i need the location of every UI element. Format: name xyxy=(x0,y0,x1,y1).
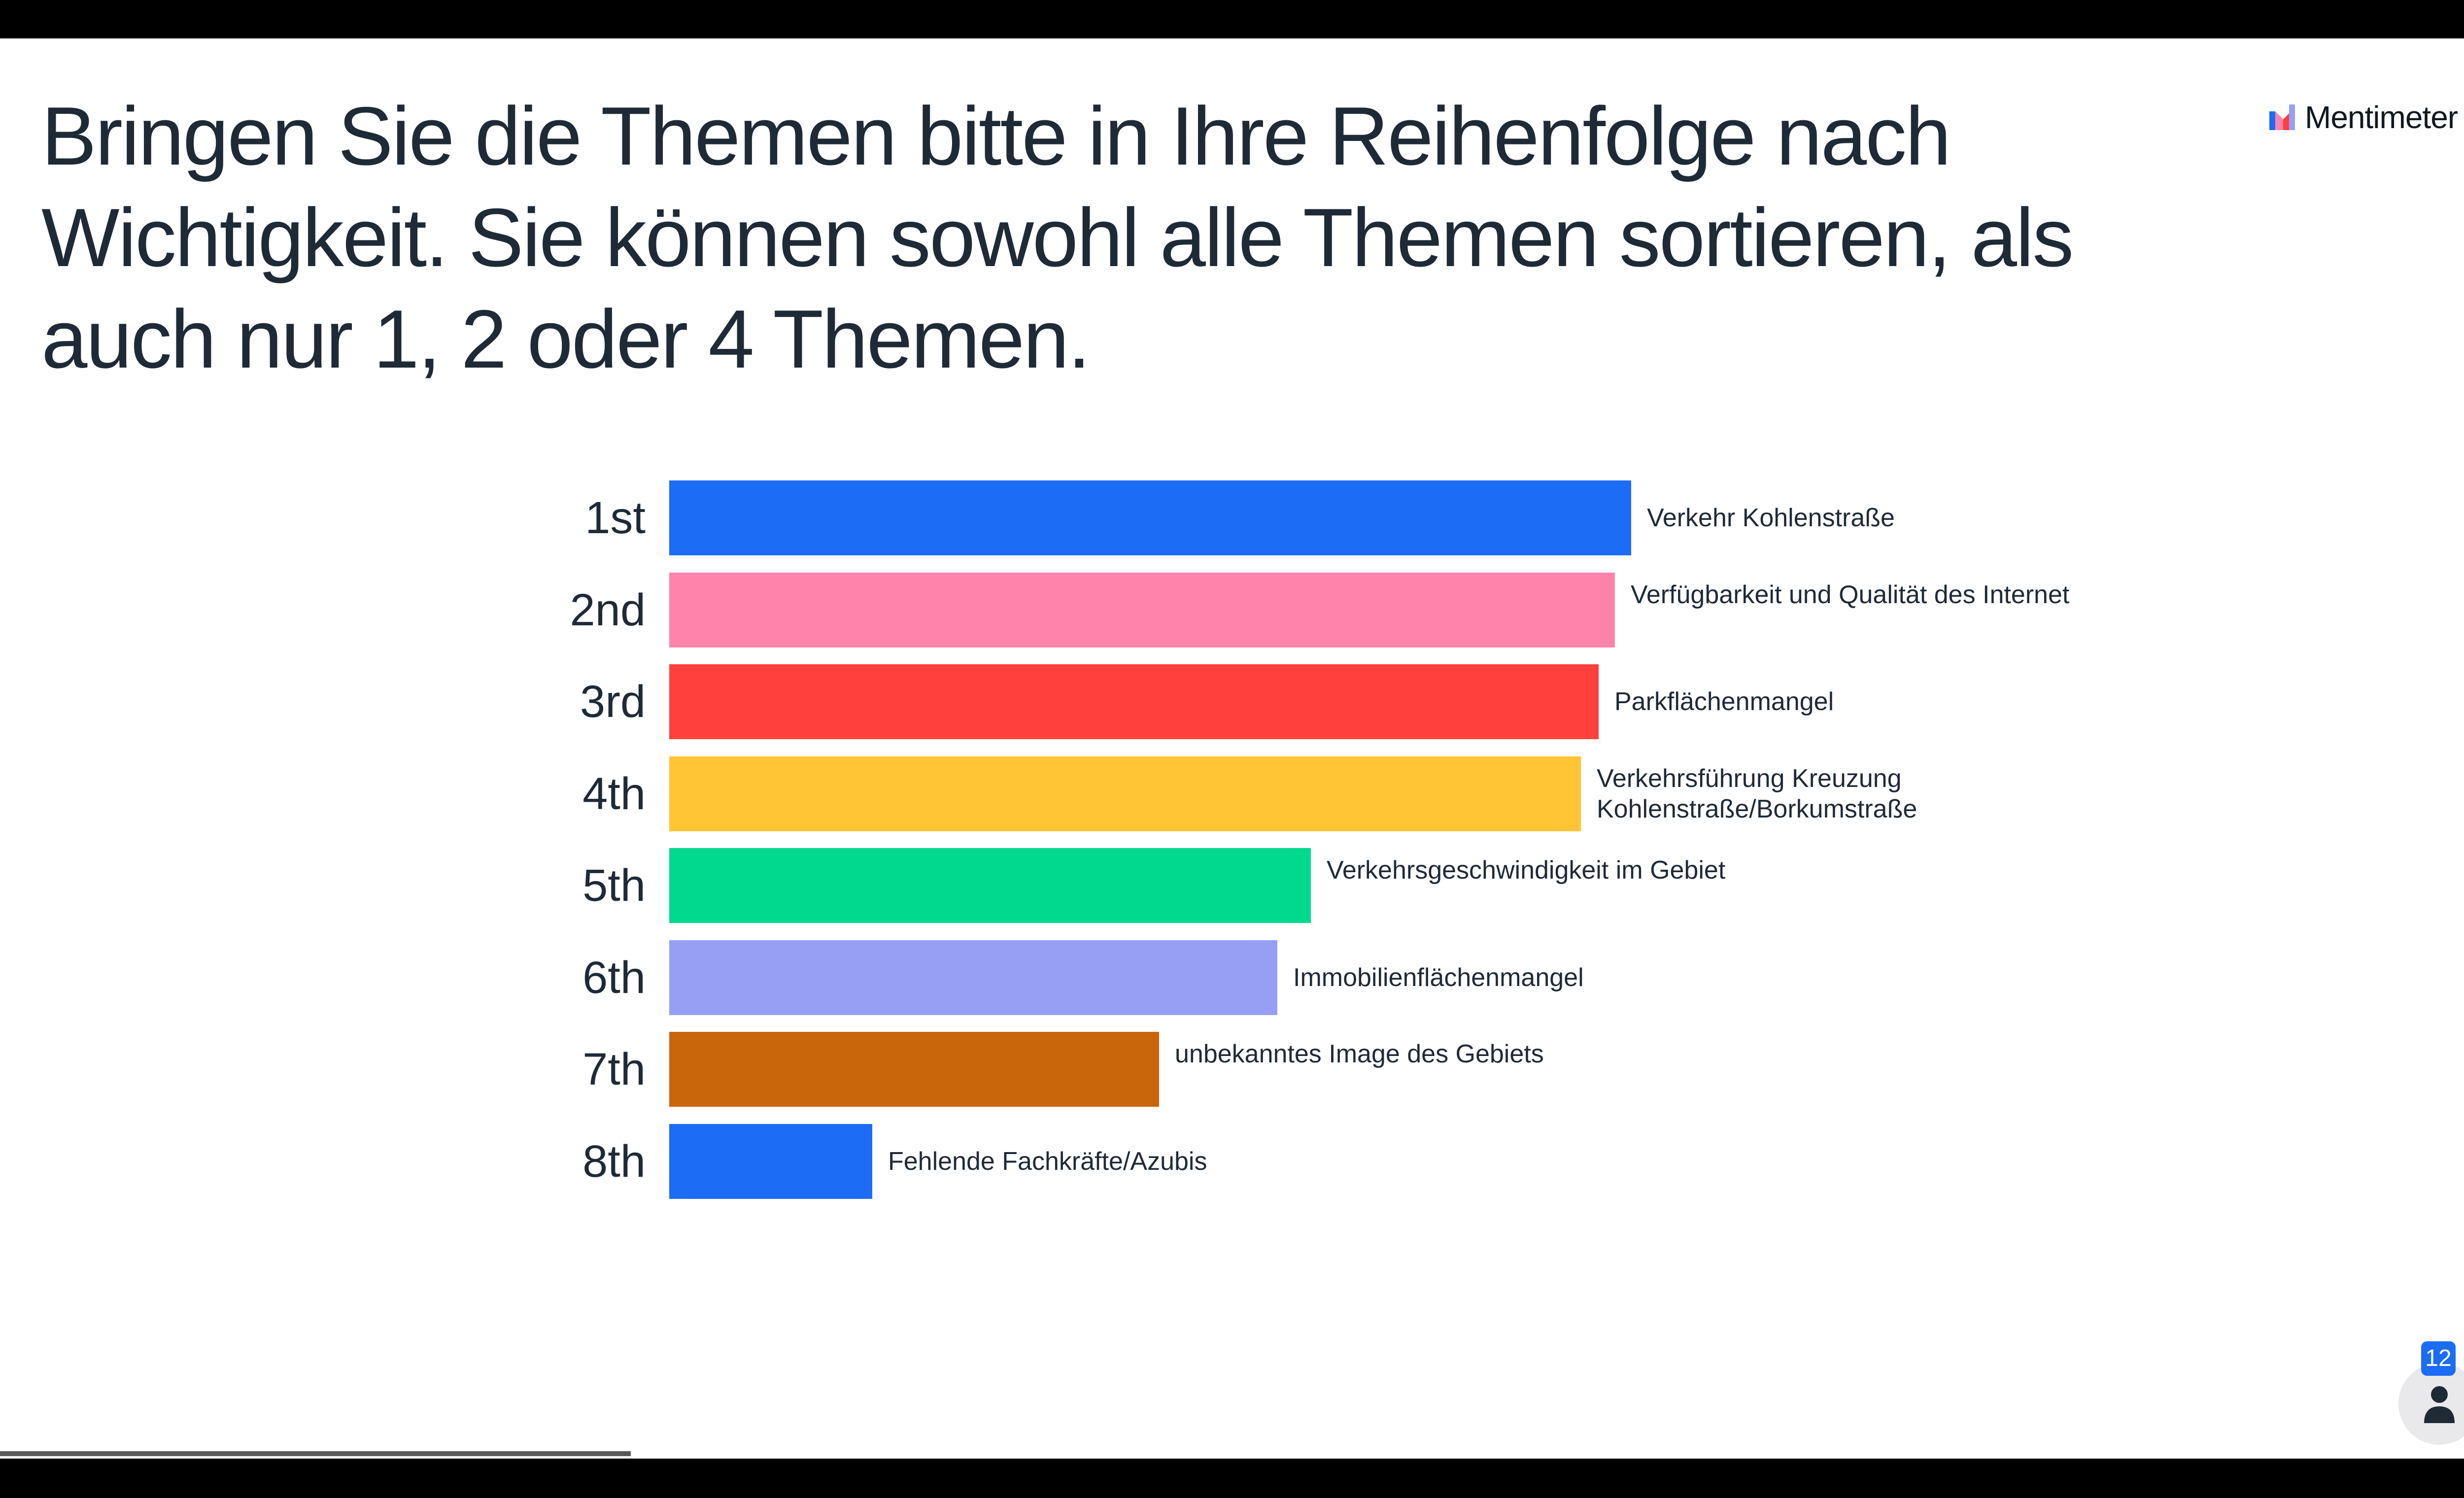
bar-label: Verfügbarkeit und Qualität des Internet xyxy=(1631,580,2070,609)
bar-label: Fehlende Fachkräfte/Azubis xyxy=(888,1147,1207,1176)
bar xyxy=(669,1032,1159,1107)
rank-label: 7th xyxy=(582,1044,646,1094)
bar-label: Verkehrsgeschwindigkeit im Gebiet xyxy=(1327,856,1726,885)
bar xyxy=(669,940,1277,1015)
bar-label: Verkehrsführung Kreuzung Kohlenstraße/Bo… xyxy=(1597,764,1917,823)
bar xyxy=(669,572,1615,647)
participant-count-badge: 12 xyxy=(2421,1341,2456,1376)
bar-label: Verkehr Kohlenstraße xyxy=(1647,504,1895,532)
presentation-progress-bar xyxy=(0,1451,631,1456)
bar xyxy=(669,480,1631,555)
person-icon xyxy=(2424,1386,2455,1423)
bar xyxy=(669,664,1599,739)
participants-button[interactable]: 12 xyxy=(2398,1341,2464,1445)
brand: Mentimeter xyxy=(2269,95,2458,139)
bar xyxy=(669,848,1311,923)
rank-label: 4th xyxy=(582,768,646,819)
bar-label: Immobilienflächenmangel xyxy=(1293,963,1584,992)
rank-label: 3rd xyxy=(580,677,646,727)
rank-label: 2nd xyxy=(570,584,646,635)
bar xyxy=(669,756,1581,831)
rank-label: 6th xyxy=(582,952,646,1003)
mentimeter-logo-icon xyxy=(2269,104,2295,130)
question-title: Bringen Sie die Themen bitte in Ihre Rei… xyxy=(41,90,2074,385)
avatar xyxy=(2398,1363,2464,1445)
rank-label: 5th xyxy=(582,860,646,911)
bar-label: Parkflächenmangel xyxy=(1614,687,1834,716)
rank-label: 8th xyxy=(582,1136,646,1187)
bar xyxy=(669,1124,872,1199)
slide: Bringen Sie die Themen bitte in Ihre Rei… xyxy=(0,38,2464,1459)
bar-label: unbekanntes Image des Gebiets xyxy=(1175,1040,1544,1068)
rank-label: 1st xyxy=(585,493,646,543)
brand-name: Mentimeter xyxy=(2305,100,2458,135)
